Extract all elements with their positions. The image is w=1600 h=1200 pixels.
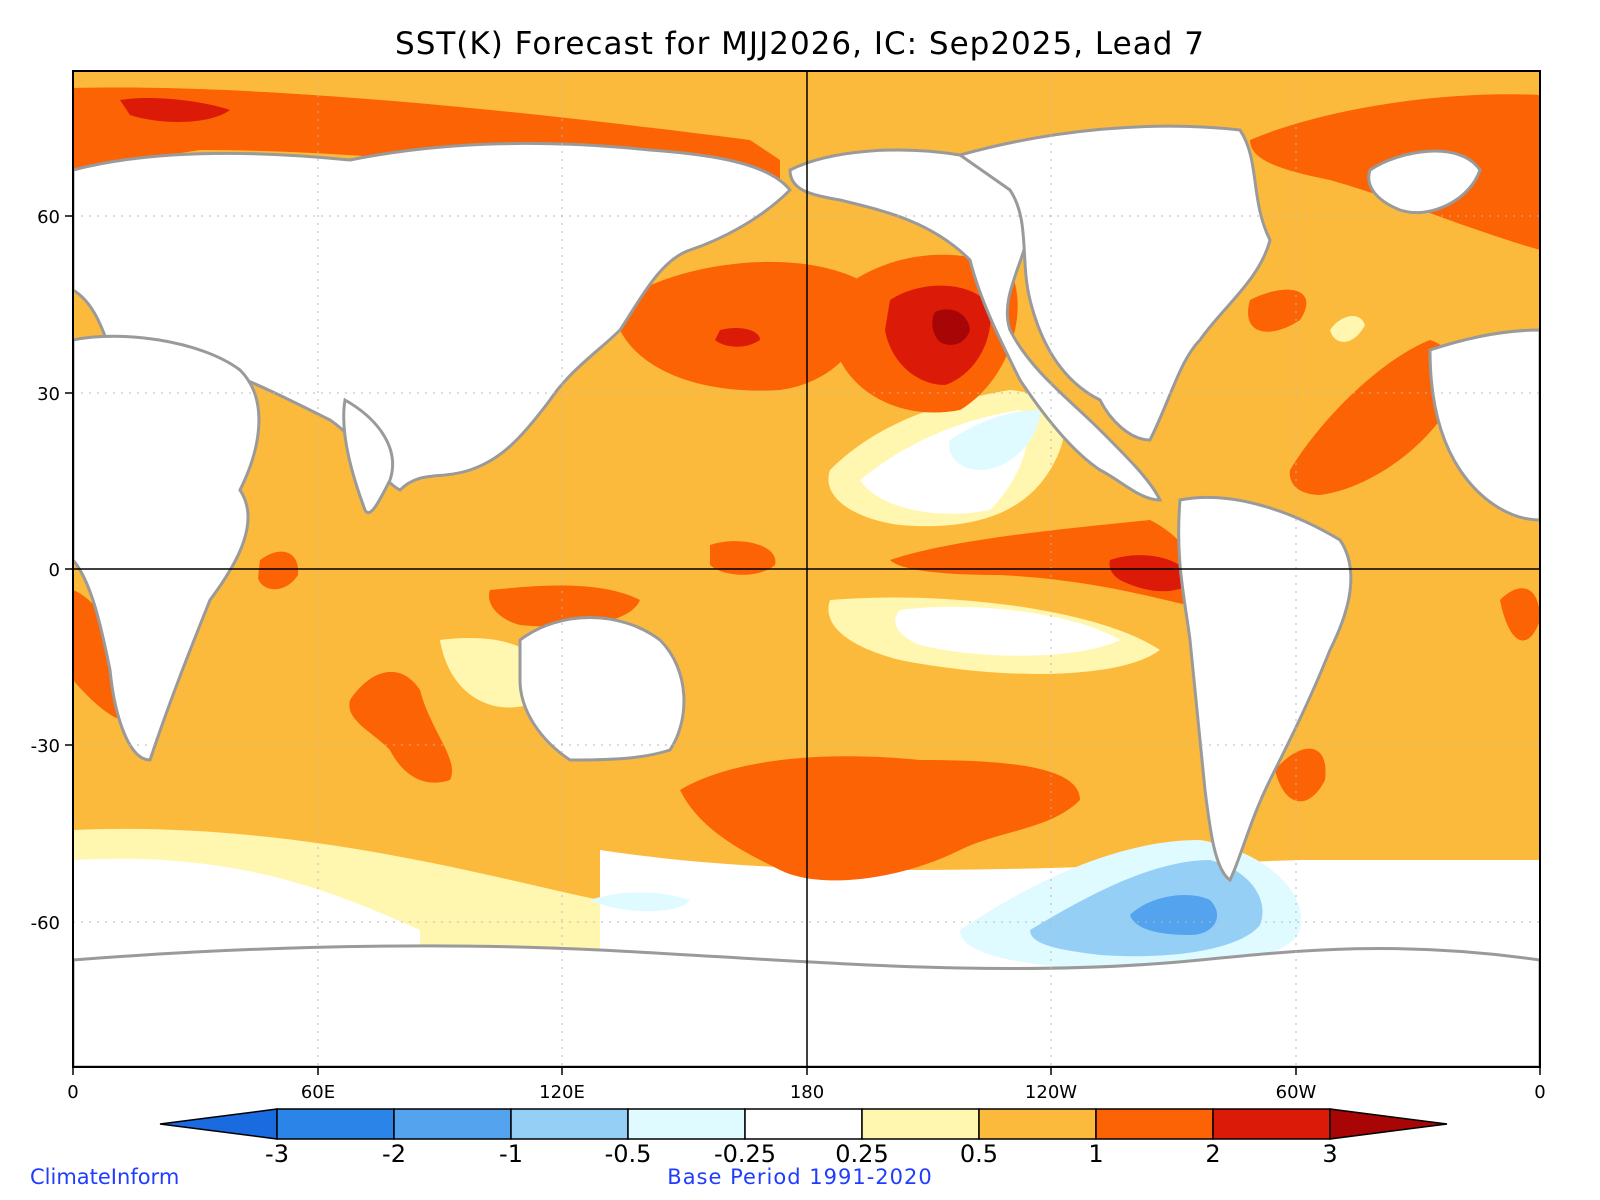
gulf-stream-warm <box>1248 289 1307 332</box>
colorbar-swatch <box>393 1108 512 1140</box>
colorbar-swatch <box>1095 1108 1214 1140</box>
cool-anomaly-core <box>1130 895 1218 935</box>
maritime-warm <box>489 585 640 627</box>
eq-warm-dateline <box>710 541 776 575</box>
colorbar-swatch <box>276 1108 395 1140</box>
colorbar-swatch <box>861 1108 980 1140</box>
y-tick-label: -30 <box>31 736 60 757</box>
south-atlantic-warm <box>1275 748 1326 802</box>
colorbar-label: -0.5 <box>605 1140 652 1168</box>
npacific-cool <box>949 410 1040 470</box>
colorbar-swatch <box>744 1108 863 1140</box>
north-america <box>956 124 1272 442</box>
colorbar-label: 1 <box>1088 1140 1103 1168</box>
colorbar-label: -3 <box>265 1140 289 1168</box>
y-tick-label: 30 <box>37 384 60 405</box>
npacific-strong-west <box>715 328 760 347</box>
colorbar-label: 2 <box>1205 1140 1220 1168</box>
eq-pacific-warm <box>890 520 1210 610</box>
npacific-peak <box>932 309 970 345</box>
credit-label: ClimateInform <box>30 1165 180 1189</box>
cool-anomaly-small <box>590 892 690 912</box>
spacific-warm <box>680 756 1080 881</box>
colorbar-label: 0.5 <box>960 1140 998 1168</box>
x-tick-label: 0 <box>67 1082 78 1103</box>
y-tick-label: 0 <box>49 560 60 581</box>
spacific-neutral <box>895 606 1120 656</box>
colorbar-swatch <box>627 1108 746 1140</box>
india <box>342 397 395 514</box>
npacific-warm-west <box>620 261 867 391</box>
indian-warm <box>349 671 453 783</box>
africa <box>73 334 261 762</box>
west-indian-warm <box>258 551 299 590</box>
colorbar-swatch <box>978 1108 1097 1140</box>
y-tick-label: -60 <box>31 913 60 934</box>
south-america <box>1177 495 1353 883</box>
base-period-label: Base Period 1991-2020 <box>667 1165 933 1189</box>
x-tick-label: 120W <box>1025 1082 1077 1103</box>
greenland <box>1367 149 1482 215</box>
australia <box>518 616 686 762</box>
x-tick-label: 120E <box>539 1082 585 1103</box>
arctic-strong <box>120 98 230 122</box>
colorbar-swatch <box>1212 1108 1331 1140</box>
east-atlantic-warm <box>1500 588 1540 641</box>
colorbar-label: 3 <box>1322 1140 1337 1168</box>
x-tick-label: 180 <box>790 1082 824 1103</box>
map-title: SST(K) Forecast for MJJ2026, IC: Sep2025… <box>395 26 1205 62</box>
colorbar-label: -0.25 <box>714 1140 776 1168</box>
y-tick-label: 60 <box>37 207 60 228</box>
tick-marks <box>65 215 1541 1075</box>
north-atlantic-warm <box>1289 340 1457 495</box>
x-tick-label: 60E <box>301 1082 335 1103</box>
eq-pacific-strong <box>1109 555 1195 592</box>
west-africa <box>1428 328 1540 522</box>
colorbar-swatch <box>510 1108 629 1140</box>
north-atlantic-neutral <box>1330 315 1365 342</box>
colorbar-swatch-above-3 <box>1329 1108 1448 1140</box>
colorbar: -3 -2 -1 -0.5 -0.25 0.25 0.5 1 2 3 <box>159 1108 1448 1168</box>
x-tick-label: 60W <box>1276 1082 1317 1103</box>
x-tick-label: 0 <box>1534 1082 1545 1103</box>
colorbar-swatch-below-3 <box>159 1108 278 1140</box>
colorbar-label: -2 <box>382 1140 406 1168</box>
colorbar-label: 0.25 <box>835 1140 888 1168</box>
colorbar-label: -1 <box>499 1140 523 1168</box>
